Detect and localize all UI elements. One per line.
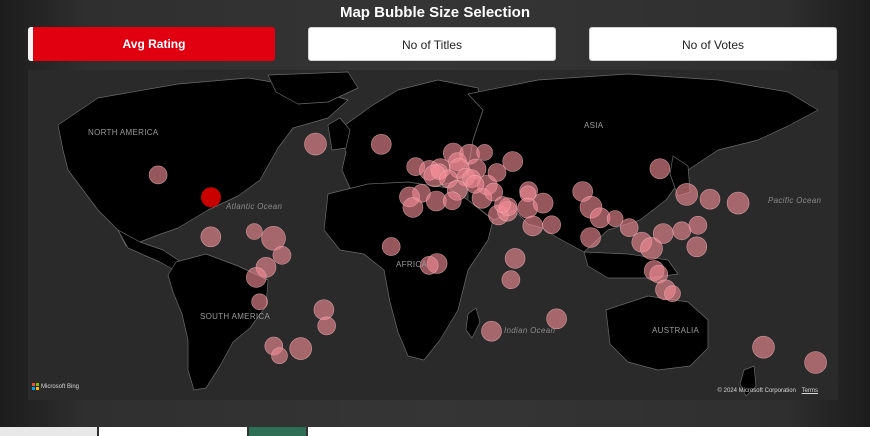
page-tab-3[interactable] xyxy=(249,427,306,436)
no-of-votes-button[interactable]: No of Votes xyxy=(589,27,837,61)
bing-label: Microsoft Bing xyxy=(41,383,80,390)
map-bubble[interactable] xyxy=(726,191,750,215)
map-bubble[interactable] xyxy=(246,223,263,240)
map-bubble[interactable] xyxy=(672,221,692,241)
map-bubble[interactable] xyxy=(304,132,327,156)
page-tab-4[interactable] xyxy=(308,427,870,436)
page-tab-1[interactable] xyxy=(0,427,97,436)
map-bubble[interactable] xyxy=(804,351,827,374)
map-bubble[interactable] xyxy=(251,293,268,311)
map-bubble[interactable] xyxy=(532,192,554,214)
label-pacific-ocean: Pacific Ocean xyxy=(768,196,822,205)
map-bubble[interactable] xyxy=(200,226,222,248)
avg-rating-button[interactable]: Avg Rating xyxy=(28,27,275,61)
map-bubble[interactable] xyxy=(501,270,521,289)
map-bubble[interactable] xyxy=(476,144,493,161)
map-bubble[interactable] xyxy=(686,236,708,258)
label-africa: AFRICA xyxy=(396,260,428,269)
greenland-shape xyxy=(267,71,359,105)
uk-shape xyxy=(327,117,351,151)
terms-link[interactable]: Terms xyxy=(801,388,818,394)
map-bubble[interactable] xyxy=(649,158,671,179)
map-bubble[interactable] xyxy=(381,237,401,256)
map-bubble[interactable] xyxy=(442,191,462,211)
label-north-america: NORTH AMERICA xyxy=(88,128,159,137)
copyright-text: © 2024 Microsoft Corporation xyxy=(717,388,796,394)
label-south-america: SOUTH AMERICA xyxy=(200,312,271,321)
map-bubble[interactable] xyxy=(652,223,674,244)
map-bubble[interactable] xyxy=(487,163,507,182)
map-bubble[interactable] xyxy=(640,237,663,260)
map-bubble[interactable] xyxy=(675,183,699,206)
map-copyright: © 2024 Microsoft Corporation Terms xyxy=(718,388,818,394)
map-bubble[interactable] xyxy=(419,256,439,275)
madagascar-shape xyxy=(465,307,481,339)
map-bubble[interactable] xyxy=(606,210,624,227)
map-bubble[interactable] xyxy=(688,216,708,235)
map-bubble[interactable] xyxy=(580,227,601,248)
map-bubble[interactable] xyxy=(502,151,524,172)
map-bubble[interactable] xyxy=(481,320,502,342)
world-map[interactable]: NORTH AMERICA SOUTH AMERICA AFRICA ASIA … xyxy=(28,70,838,400)
map-bubble[interactable] xyxy=(272,246,292,265)
new-zealand-shape xyxy=(739,365,757,397)
map-bubble[interactable] xyxy=(546,308,567,330)
map-bubble[interactable] xyxy=(752,335,775,359)
bing-attribution: Microsoft Bing xyxy=(32,383,79,390)
map-bubble[interactable] xyxy=(148,165,168,185)
map-bubble[interactable] xyxy=(699,188,721,210)
map-canvas[interactable] xyxy=(28,70,838,400)
report-page-tabs xyxy=(0,427,870,436)
map-bubble[interactable] xyxy=(522,215,544,237)
map-bubble[interactable] xyxy=(484,182,504,202)
map-bubble[interactable] xyxy=(370,134,392,155)
map-bubble[interactable] xyxy=(465,175,485,194)
map-bubble[interactable] xyxy=(261,226,286,251)
microsoft-logo-icon xyxy=(32,383,39,390)
map-bubble[interactable] xyxy=(504,248,526,269)
map-bubble[interactable] xyxy=(317,316,337,336)
label-asia: ASIA xyxy=(584,121,604,130)
map-bubble[interactable] xyxy=(619,218,639,237)
label-australia: AUSTRALIA xyxy=(652,326,700,335)
label-indian-ocean: Indian Ocean xyxy=(504,326,556,335)
page-tab-2[interactable] xyxy=(99,427,247,436)
map-bubble[interactable] xyxy=(246,267,267,288)
bubble-layer xyxy=(148,132,827,374)
map-bubble[interactable] xyxy=(201,187,221,208)
map-bubble[interactable] xyxy=(542,215,562,235)
land-masses xyxy=(57,71,819,397)
label-atlantic-ocean: Atlantic Ocean xyxy=(226,202,283,211)
map-bubble[interactable] xyxy=(494,196,511,213)
page-title: Map Bubble Size Selection xyxy=(339,4,531,21)
map-bubble[interactable] xyxy=(402,197,424,218)
map-bubble[interactable] xyxy=(313,299,335,320)
map-bubble[interactable] xyxy=(289,337,313,360)
map-bubble[interactable] xyxy=(271,347,288,365)
no-of-titles-button[interactable]: No of Titles xyxy=(308,27,556,61)
map-bubble[interactable] xyxy=(664,285,681,302)
